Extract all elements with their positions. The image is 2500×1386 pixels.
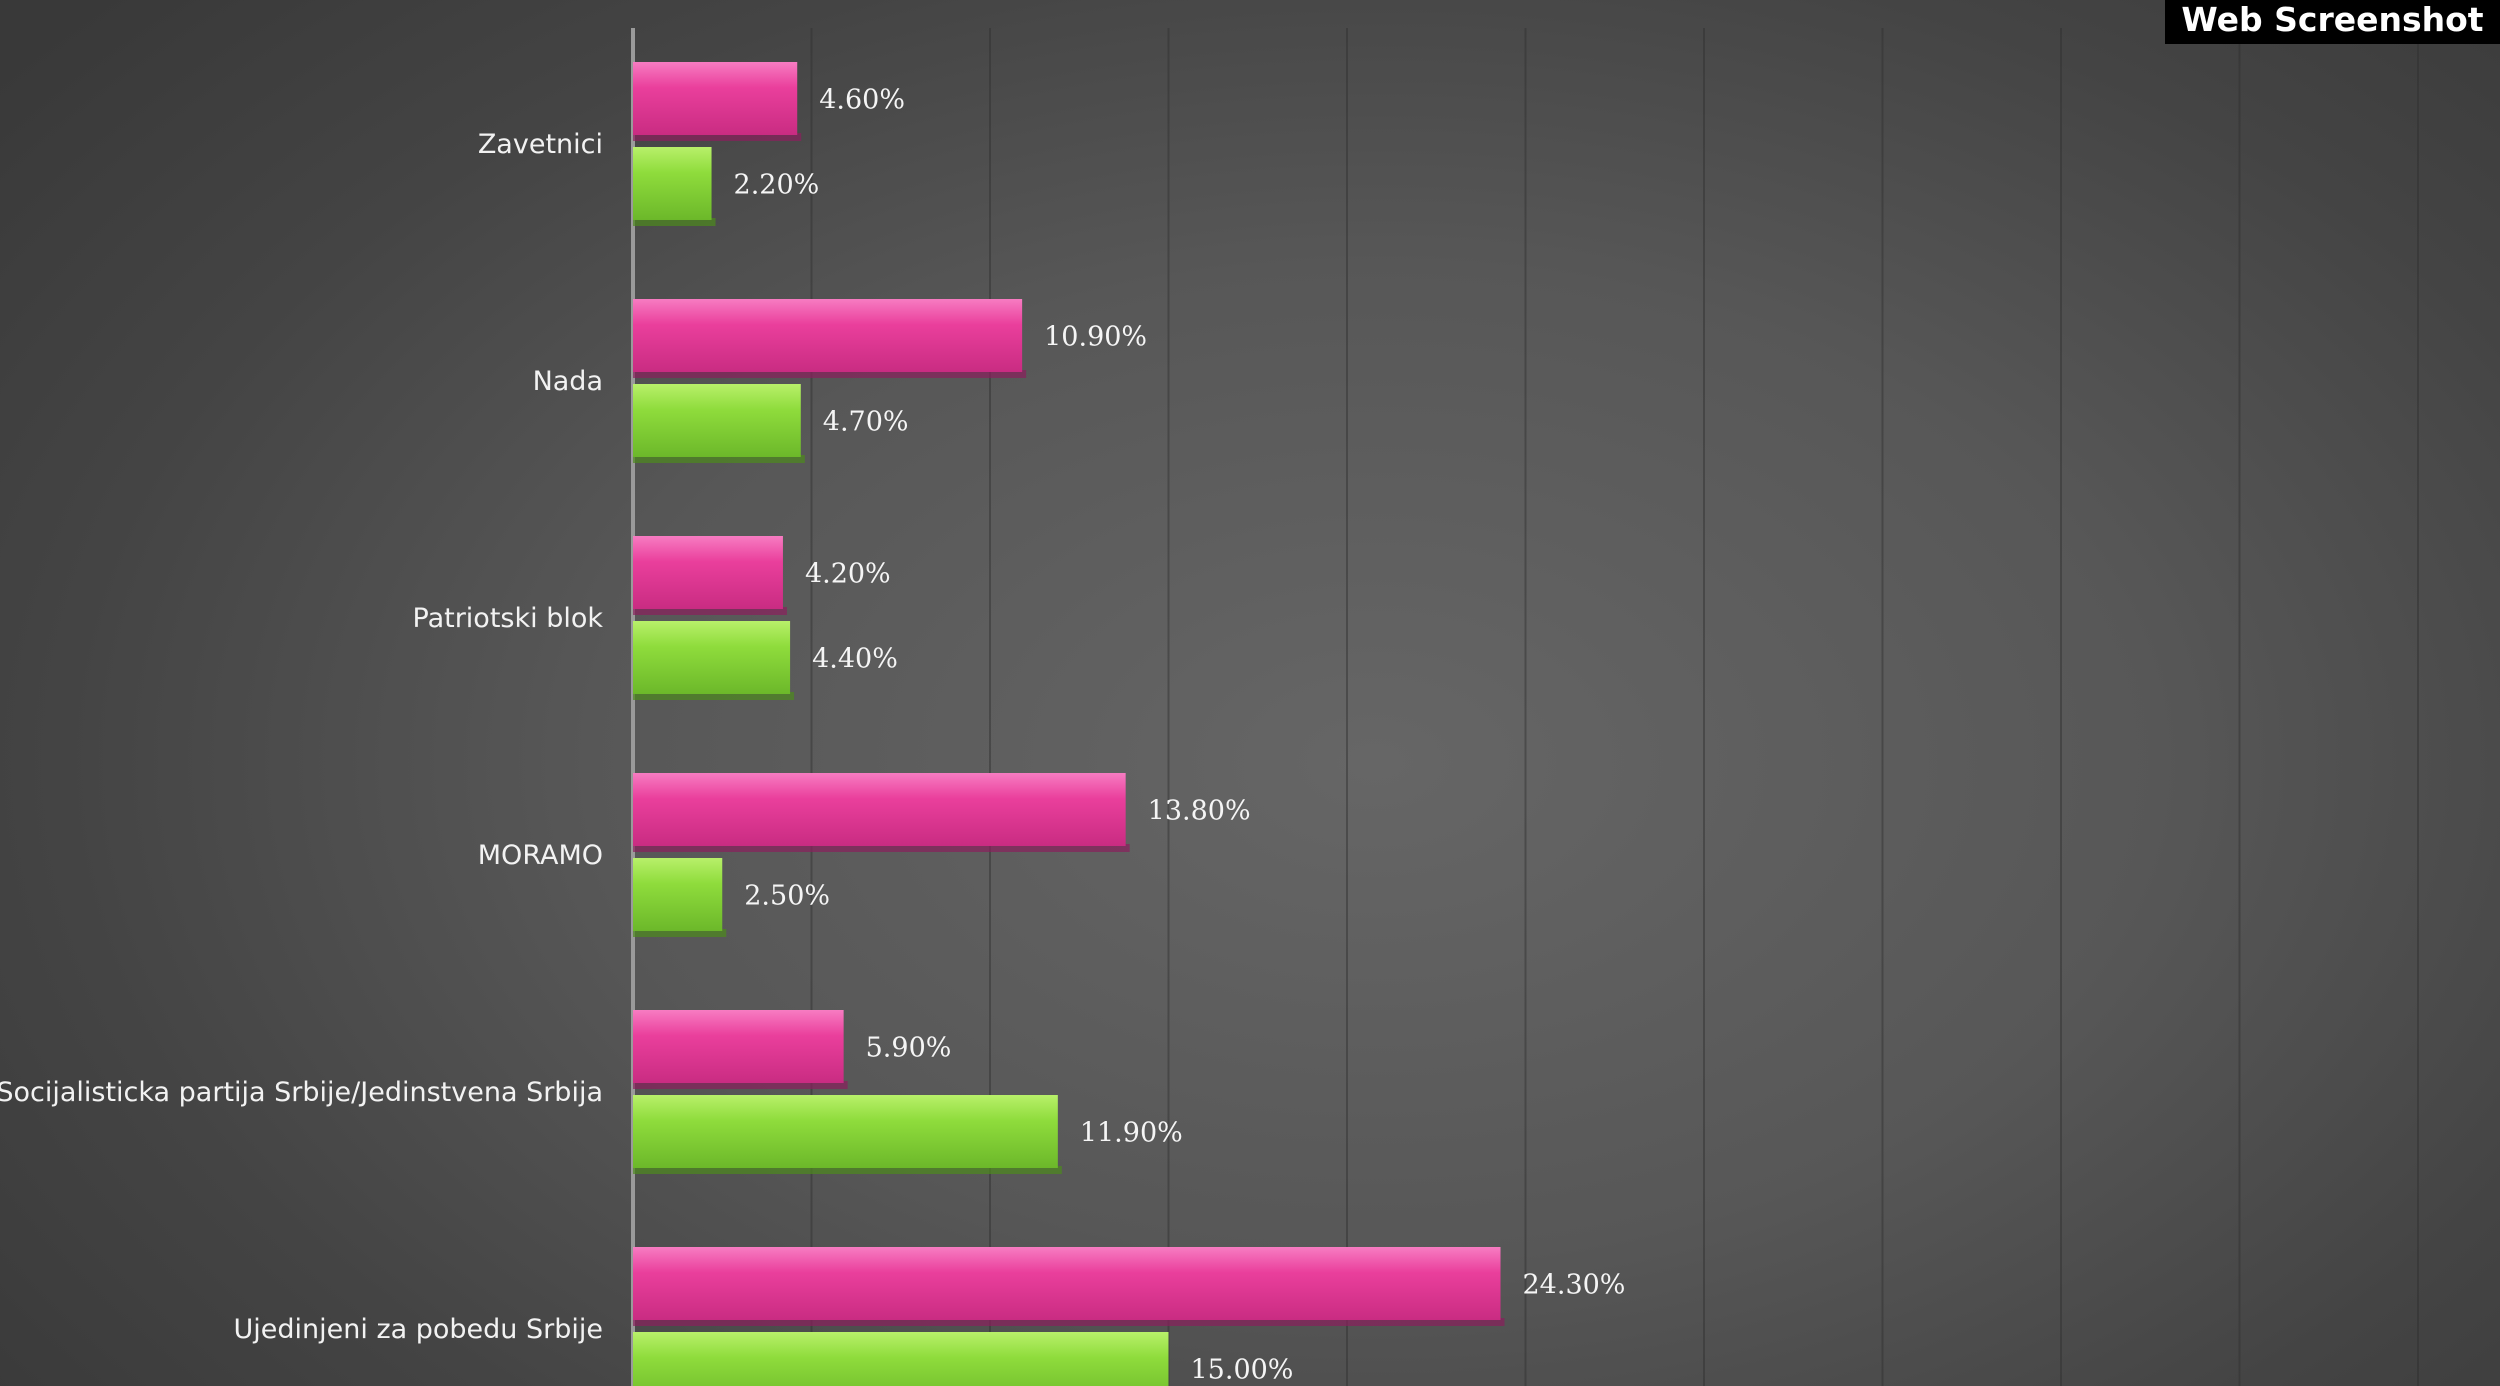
value-label: 2.20% bbox=[734, 170, 820, 201]
bar-shadow bbox=[633, 1166, 1062, 1174]
value-label: 4.20% bbox=[805, 559, 891, 590]
bar-shadow bbox=[633, 133, 802, 141]
value-label: 4.40% bbox=[812, 644, 898, 675]
bar-series-pink bbox=[633, 299, 1023, 372]
value-label: 4.70% bbox=[823, 407, 909, 438]
bar-shadow bbox=[633, 929, 727, 937]
bar-series-pink bbox=[633, 536, 783, 609]
value-label: 5.90% bbox=[866, 1033, 952, 1064]
bar-shadow bbox=[633, 692, 795, 700]
value-label: 13.80% bbox=[1148, 796, 1251, 827]
gridlines bbox=[631, 28, 2419, 1386]
category-label: Zavetnici bbox=[478, 129, 603, 160]
value-label: 24.30% bbox=[1523, 1270, 1626, 1301]
bar-series-green bbox=[633, 1332, 1169, 1386]
bars bbox=[633, 62, 1505, 1386]
bar-series-pink bbox=[633, 773, 1126, 846]
bar-series-green bbox=[633, 384, 801, 457]
bar-series-green bbox=[633, 621, 791, 694]
bar-shadow bbox=[633, 844, 1130, 852]
value-label: 10.90% bbox=[1044, 322, 1147, 353]
value-label: 2.50% bbox=[744, 881, 830, 912]
bar-series-pink bbox=[633, 1247, 1501, 1320]
bar-shadow bbox=[633, 455, 805, 463]
category-label: Ujedinjeni za pobedu Srbije bbox=[234, 1314, 603, 1345]
labels: Zavetnici 4.60% 2.20% Nada 10.90% 4.70% Patrio… bbox=[0, 85, 1625, 1386]
value-label: 4.60% bbox=[819, 85, 905, 116]
bar-series-green bbox=[633, 858, 723, 931]
bar-shadow bbox=[633, 1081, 848, 1089]
bar-series-pink bbox=[633, 1010, 844, 1083]
watermark-badge: Web Screenshot bbox=[2165, 0, 2500, 44]
bar-shadow bbox=[633, 218, 716, 226]
bar-shadow bbox=[633, 607, 787, 615]
bar-series-green bbox=[633, 1095, 1058, 1168]
bar-shadow bbox=[633, 370, 1027, 378]
bar-series-pink bbox=[633, 62, 798, 135]
category-label: Patriotski blok bbox=[413, 603, 604, 634]
bar-series-green bbox=[633, 147, 712, 220]
bar-shadow bbox=[633, 1318, 1505, 1326]
category-label: Socijalisticka partija Srbije/Jedinstven… bbox=[0, 1077, 603, 1108]
category-label: Nada bbox=[533, 366, 603, 397]
category-label: MORAMO bbox=[478, 840, 603, 871]
value-label: 11.90% bbox=[1080, 1118, 1183, 1149]
value-label: 15.00% bbox=[1191, 1355, 1294, 1386]
